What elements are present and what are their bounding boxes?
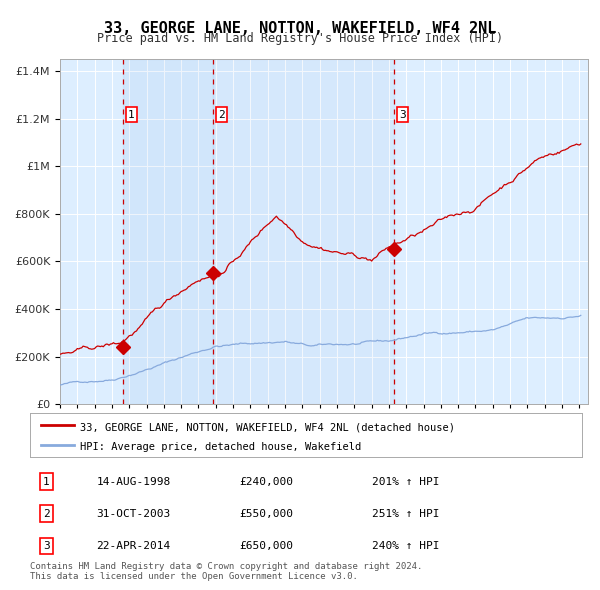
Text: 3: 3 xyxy=(43,541,50,551)
Text: £240,000: £240,000 xyxy=(240,477,294,487)
Text: 1: 1 xyxy=(128,110,134,120)
Text: 33, GEORGE LANE, NOTTON, WAKEFIELD, WF4 2NL (detached house): 33, GEORGE LANE, NOTTON, WAKEFIELD, WF4 … xyxy=(80,422,455,432)
Text: 201% ↑ HPI: 201% ↑ HPI xyxy=(372,477,440,487)
Text: 1: 1 xyxy=(43,477,50,487)
Bar xyxy=(122,59,213,404)
Text: Contains HM Land Registry data © Crown copyright and database right 2024.
This d: Contains HM Land Registry data © Crown c… xyxy=(30,562,422,581)
Text: 3: 3 xyxy=(400,110,406,120)
Text: HPI: Average price, detached house, Wakefield: HPI: Average price, detached house, Wake… xyxy=(80,442,361,452)
Text: 14-AUG-1998: 14-AUG-1998 xyxy=(96,477,170,487)
Text: 33, GEORGE LANE, NOTTON, WAKEFIELD, WF4 2NL: 33, GEORGE LANE, NOTTON, WAKEFIELD, WF4 … xyxy=(104,21,496,35)
Bar xyxy=(213,59,394,404)
Text: £550,000: £550,000 xyxy=(240,509,294,519)
Text: 240% ↑ HPI: 240% ↑ HPI xyxy=(372,541,440,551)
Text: 2: 2 xyxy=(43,509,50,519)
Text: 251% ↑ HPI: 251% ↑ HPI xyxy=(372,509,440,519)
Text: 2: 2 xyxy=(218,110,225,120)
Text: £650,000: £650,000 xyxy=(240,541,294,551)
Text: 31-OCT-2003: 31-OCT-2003 xyxy=(96,509,170,519)
Text: Price paid vs. HM Land Registry's House Price Index (HPI): Price paid vs. HM Land Registry's House … xyxy=(97,32,503,45)
Text: 22-APR-2014: 22-APR-2014 xyxy=(96,541,170,551)
